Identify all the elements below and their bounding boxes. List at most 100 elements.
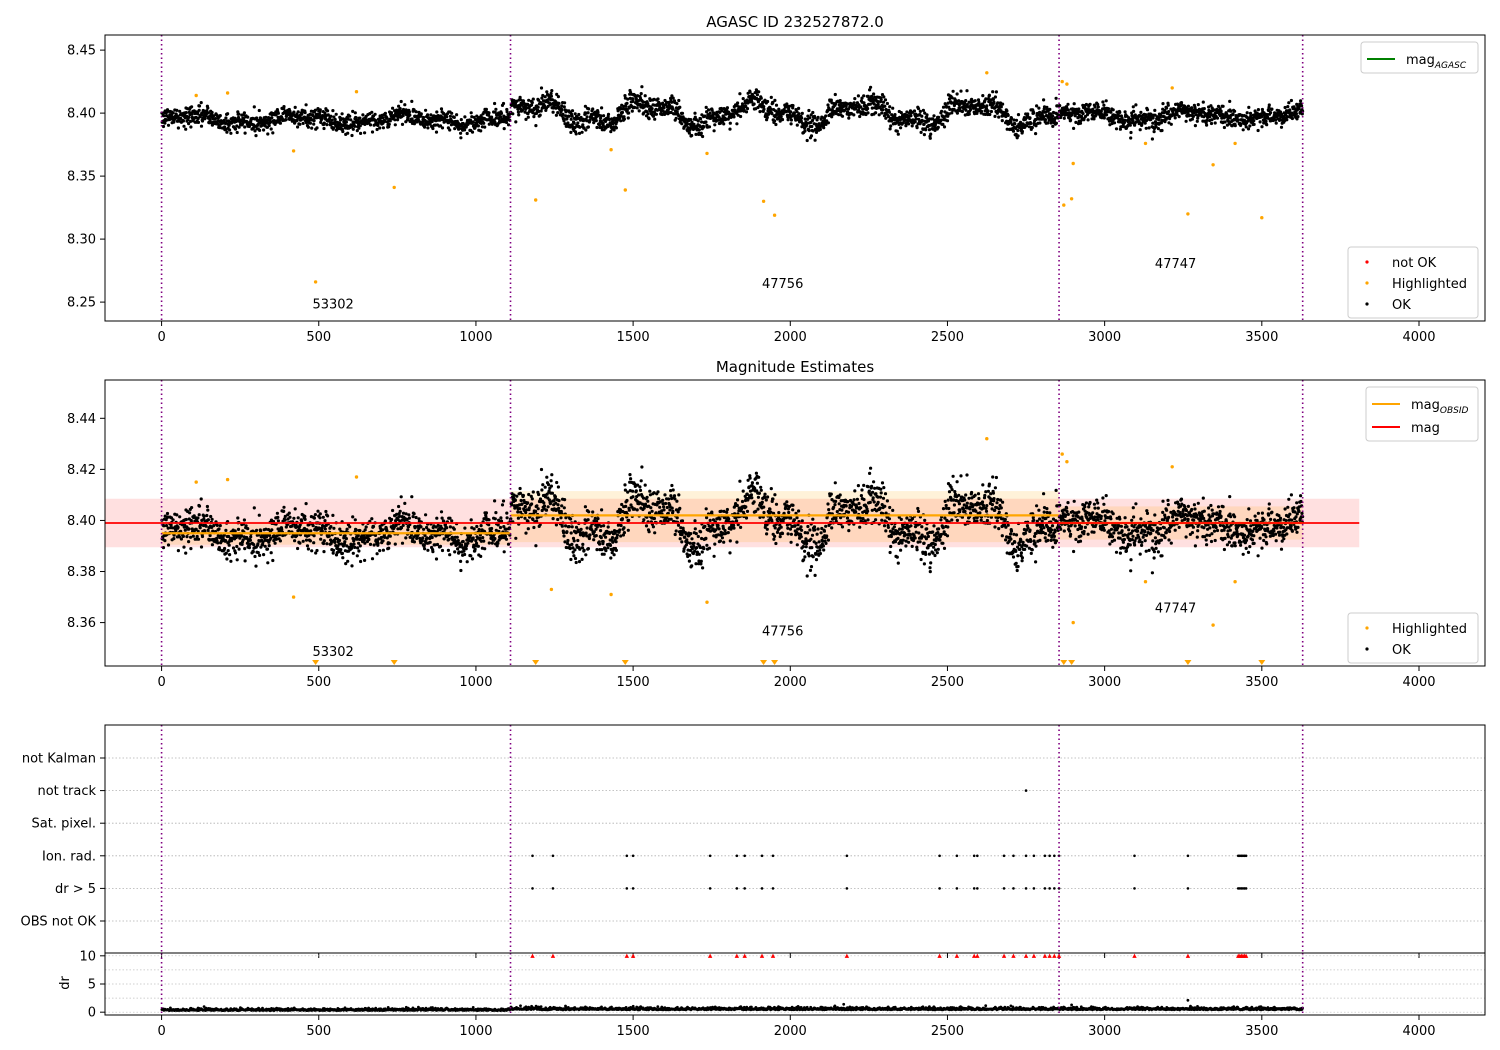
ok-point [619,114,623,118]
ok-point [1001,102,1005,106]
ok-point [463,115,467,119]
ok-point [708,111,712,115]
ok-point [457,550,461,554]
ok-point [450,111,454,115]
ok-point [1274,118,1278,122]
ok-point [588,118,592,122]
ok-point [1190,106,1194,110]
ok-point [361,113,365,117]
ok-point [350,564,354,568]
ok-point [1020,129,1024,134]
ok-point [639,479,643,483]
ok-point [991,98,996,102]
ok-point [255,528,259,532]
ok-point [385,116,389,120]
ok-point [955,92,959,96]
ok-point [353,518,357,522]
ok-point [1123,118,1127,122]
ok-point [494,510,498,515]
ok-point [265,547,270,551]
ok-point [526,102,530,106]
ok-point [997,115,1001,119]
ok-point [534,544,538,548]
ok-point [720,109,724,113]
ok-point [400,122,405,126]
ok-point [1151,116,1155,120]
ok-point [1191,114,1195,118]
ok-point [252,105,256,109]
ok-point [969,107,973,112]
ok-point [896,132,900,136]
ok-point [243,559,247,563]
ok-point [187,527,191,531]
ok-point [233,127,238,131]
ok-point [1270,107,1274,111]
ok-point [426,113,430,117]
ok-point [596,517,600,521]
ok-point [885,101,890,106]
ok-point [493,120,497,124]
ok-point [540,488,544,492]
ok-point [202,109,206,113]
ok-point [448,128,452,132]
ok-point [556,503,560,507]
ok-point [527,492,531,497]
ok-point [1043,118,1048,122]
ok-point [762,107,766,111]
ok-point [532,525,536,530]
ok-point [237,547,241,551]
legend-point-swatch [1365,302,1369,306]
ok-point [231,546,236,550]
ok-point [654,112,659,116]
ok-point [457,127,461,131]
ok-point [316,509,320,513]
ok-point [163,121,167,125]
ok-point [438,124,443,128]
ok-point [269,127,273,131]
ok-point [422,115,426,120]
ok-point [393,118,397,122]
ok-point [412,122,416,126]
ok-point [518,507,522,511]
ok-point [600,106,604,110]
ok-point [412,108,416,112]
ok-point [493,110,497,114]
ok-point [564,114,568,118]
ok-point [562,534,566,538]
ok-point [614,126,619,130]
ok-point [498,525,503,530]
ok-point [614,540,618,544]
ok-point [200,534,205,539]
ok-point [523,504,527,509]
ok-point [739,114,743,119]
ok-point [319,537,323,541]
ok-point [1030,126,1034,130]
ok-point [722,107,726,111]
ok-point [1138,128,1142,132]
ok-point [1062,116,1066,120]
ok-point [383,111,387,115]
ok-point [627,106,631,110]
ok-point [275,511,279,515]
ok-point [542,501,546,505]
ok-point [656,97,660,101]
ok-point [378,126,382,130]
ok-point [538,113,542,117]
ok-point [206,508,210,512]
highlighted-point [705,151,709,156]
ok-point [350,133,354,138]
ok-point [594,534,598,538]
ok-point [343,540,347,544]
ok-point [341,556,345,560]
ok-point [546,104,550,108]
ok-point [229,131,233,135]
ok-point [354,528,358,532]
ok-point [530,497,534,501]
ok-point [858,114,862,119]
ok-point [398,509,402,513]
ok-point [1088,102,1092,106]
ok-point [1294,112,1298,116]
ok-point [755,93,760,97]
ok-point [434,557,439,561]
ok-point [589,525,593,529]
